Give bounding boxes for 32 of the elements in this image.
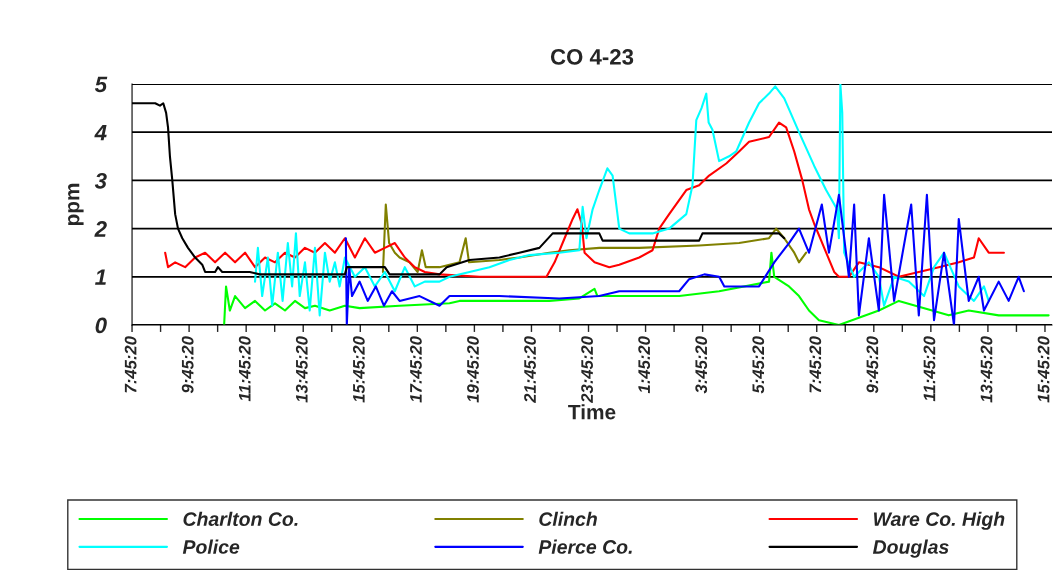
x-tick-label: 19:45:20 [467, 336, 479, 403]
x-tick-label: 9:45:20 [866, 336, 879, 394]
x-tick-label: 13:45:20 [980, 336, 993, 403]
x-axis-title: Time [568, 404, 616, 420]
x-tick-label: 7:45:20 [124, 336, 137, 393]
y-tick-label: 4 [94, 124, 107, 141]
legend-label: Charlton Co. [183, 511, 298, 527]
y-tick-label: 3 [94, 172, 107, 189]
y-tick-label: 0 [95, 317, 107, 334]
x-tick-label: 5:45:20 [752, 336, 765, 394]
x-tick-label: 11:45:20 [923, 336, 936, 402]
legend-label: Ware Co. High [874, 511, 1005, 530]
x-tick-label: 7:45:20 [809, 336, 822, 393]
y-axis-title: ppm [68, 183, 84, 226]
x-tick-label: 15:45:20 [1037, 336, 1050, 403]
x-tick-label: 17:45:20 [410, 336, 422, 403]
x-tick-label: 9:45:20 [181, 336, 194, 394]
legend-label: Douglas [872, 539, 949, 558]
legend-label: Clinch [539, 511, 597, 527]
y-tick-label: 5 [94, 76, 108, 93]
legend-label: Police [182, 539, 240, 554]
x-tick-label: 13:45:20 [295, 336, 308, 403]
legend-label: Pierce Co. [538, 539, 632, 554]
x-tick-label: 3:45:20 [695, 336, 708, 394]
x-tick-label: 21:45:20 [524, 336, 536, 404]
y-tick-label: 1 [95, 269, 106, 285]
x-tick-label: 23:45:20 [581, 336, 593, 404]
x-tick-label: 11:45:20 [238, 336, 251, 402]
chart-title: CO 4-23 [550, 49, 634, 65]
y-tick-label: 2 [94, 221, 107, 237]
x-tick-label: 1:45:20 [638, 336, 651, 394]
x-tick-label: 15:45:20 [352, 336, 365, 403]
